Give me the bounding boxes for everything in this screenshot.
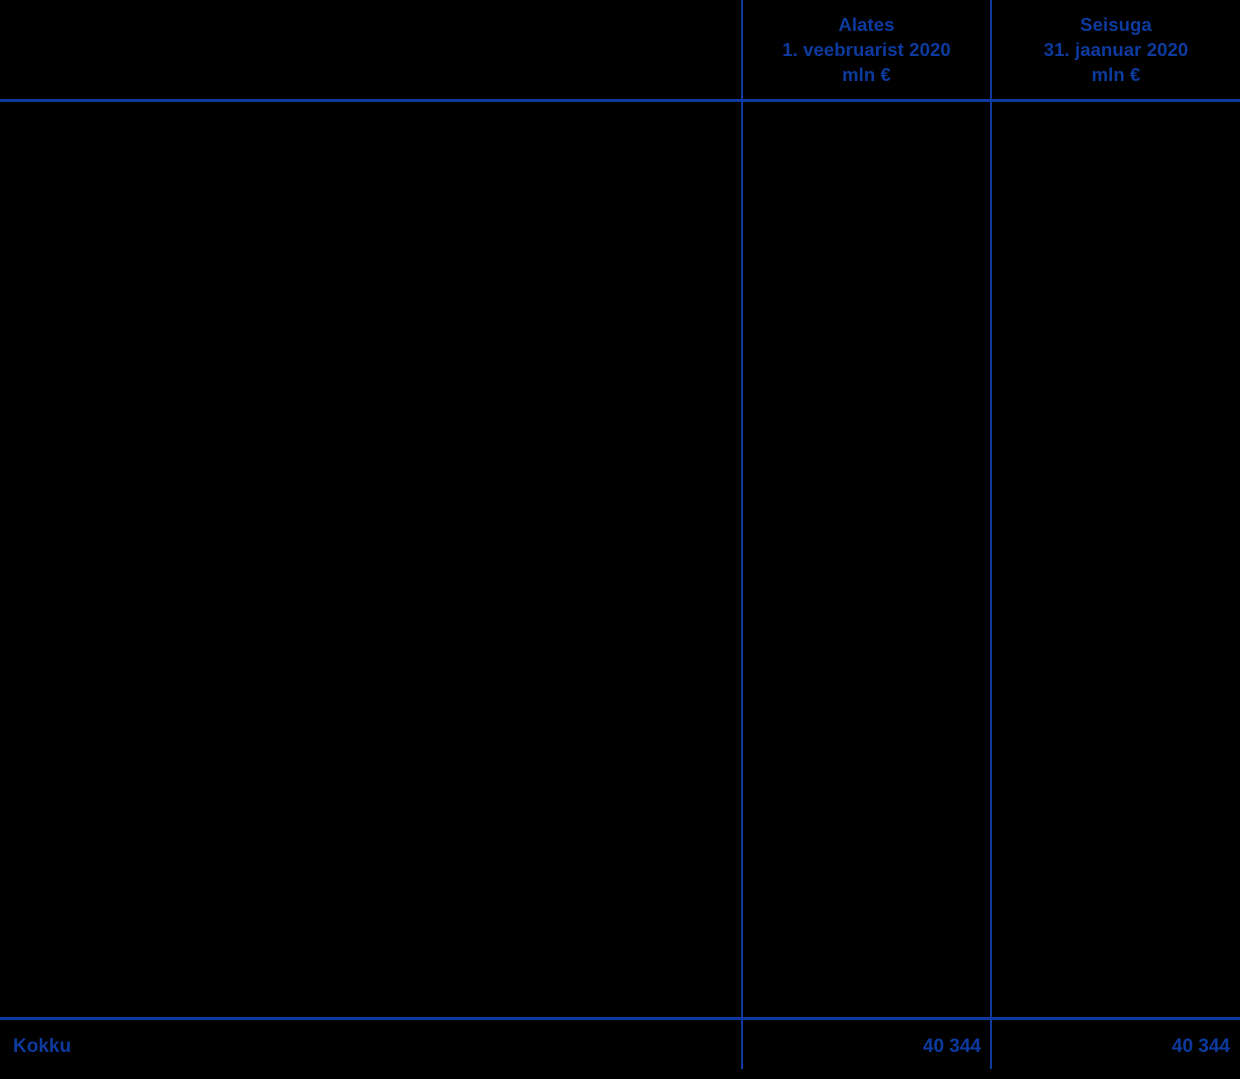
table-total-row: Kokku 40 344 40 344 (0, 1020, 1240, 1079)
column-header-seisuga: Seisuga 31. jaanuar 2020 mln € (992, 12, 1240, 87)
column-header-alates: Alates 1. veebruarist 2020 mln € (743, 12, 990, 87)
table-header-row: Alates 1. veebruarist 2020 mln € Seisuga… (0, 0, 1240, 99)
column-divider-2 (990, 0, 992, 1069)
total-row-value-alates: 40 344 (922, 1036, 981, 1057)
column-divider-1 (741, 0, 743, 1069)
column-header-seisuga-unit: mln € (1091, 64, 1141, 85)
header-separator-rule (0, 99, 1240, 102)
total-separator-rule (0, 1017, 1240, 1020)
column-header-alates-line1: Alates (838, 14, 895, 35)
column-header-alates-line2: 1. veebruarist 2020 (782, 39, 951, 60)
total-row-label: Kokku (13, 1036, 72, 1057)
column-header-seisuga-line2: 31. jaanuar 2020 (1043, 39, 1189, 60)
total-row-value-seisuga: 40 344 (1171, 1036, 1230, 1057)
table-body-region (0, 102, 1240, 1017)
column-header-seisuga-line1: Seisuga (1080, 14, 1152, 35)
column-header-alates-unit: mln € (842, 64, 891, 85)
